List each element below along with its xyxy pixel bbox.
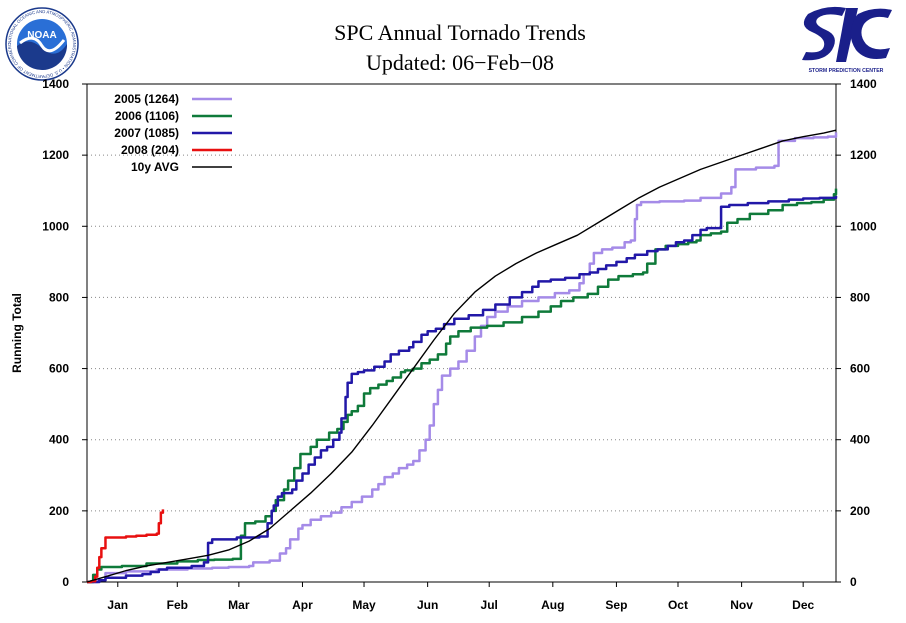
y-tick-label-left: 0 bbox=[62, 575, 69, 589]
spc-logo: STORM PREDICTION CENTER bbox=[802, 6, 892, 74]
series-line bbox=[87, 188, 838, 584]
y-tick-label-left: 800 bbox=[49, 290, 69, 304]
plot-frame bbox=[86, 83, 837, 583]
chart-title: SPC Annual Tornado Trends bbox=[334, 20, 586, 45]
x-tick-label: Dec bbox=[792, 598, 814, 612]
noaa-logo-text: NOAA bbox=[27, 30, 56, 41]
x-tick-label: Sep bbox=[605, 598, 627, 612]
x-tick-label: Jul bbox=[481, 598, 498, 612]
y-tick-label-left: 1200 bbox=[42, 148, 69, 162]
y-tick-label-left: 400 bbox=[49, 433, 69, 447]
legend-label: 2005 (1264) bbox=[114, 92, 179, 106]
series-line bbox=[87, 509, 165, 584]
legend-label: 2006 (1106) bbox=[115, 109, 179, 123]
x-tick-label: Jan bbox=[107, 598, 128, 612]
legend-label: 10y AVG bbox=[131, 160, 179, 174]
noaa-logo: NOAA NATIONAL OCEANIC AND ATMOSPHERIC AD… bbox=[4, 6, 79, 81]
legend-label: 2008 (204) bbox=[121, 143, 179, 157]
chart-subtitle: Updated: 06−Feb−08 bbox=[366, 50, 554, 75]
y-tick-label-right: 400 bbox=[850, 433, 870, 447]
y-tick-label-right: 0 bbox=[850, 575, 857, 589]
y-tick-label-left: 1000 bbox=[42, 219, 69, 233]
x-tick-label: May bbox=[352, 598, 376, 612]
series-line bbox=[87, 196, 838, 584]
spc-logo-text: STORM PREDICTION CENTER bbox=[809, 68, 884, 74]
y-tick-label-right: 800 bbox=[850, 290, 870, 304]
y-axis-label: Running Total bbox=[10, 293, 24, 373]
y-tick-label-left: 600 bbox=[49, 362, 69, 376]
y-tick-label-left: 1400 bbox=[42, 77, 69, 91]
y-tick-label-right: 200 bbox=[850, 504, 870, 518]
y-tick-label-right: 1200 bbox=[850, 148, 877, 162]
legend-label: 2007 (1085) bbox=[114, 126, 179, 140]
x-tick-label: Apr bbox=[292, 598, 313, 612]
x-tick-label: Nov bbox=[730, 598, 753, 612]
y-tick-label-right: 1000 bbox=[850, 219, 877, 233]
x-tick-label: Aug bbox=[541, 598, 564, 612]
x-tick-label: Oct bbox=[668, 598, 688, 612]
x-tick-label: Mar bbox=[228, 598, 250, 612]
series-line bbox=[87, 132, 838, 584]
y-tick-label-left: 200 bbox=[49, 504, 69, 518]
y-tick-label-right: 600 bbox=[850, 362, 870, 376]
x-tick-label: Feb bbox=[167, 598, 188, 612]
y-tick-label-right: 1400 bbox=[850, 77, 877, 91]
x-tick-label: Jun bbox=[417, 598, 438, 612]
series-line bbox=[86, 129, 837, 583]
